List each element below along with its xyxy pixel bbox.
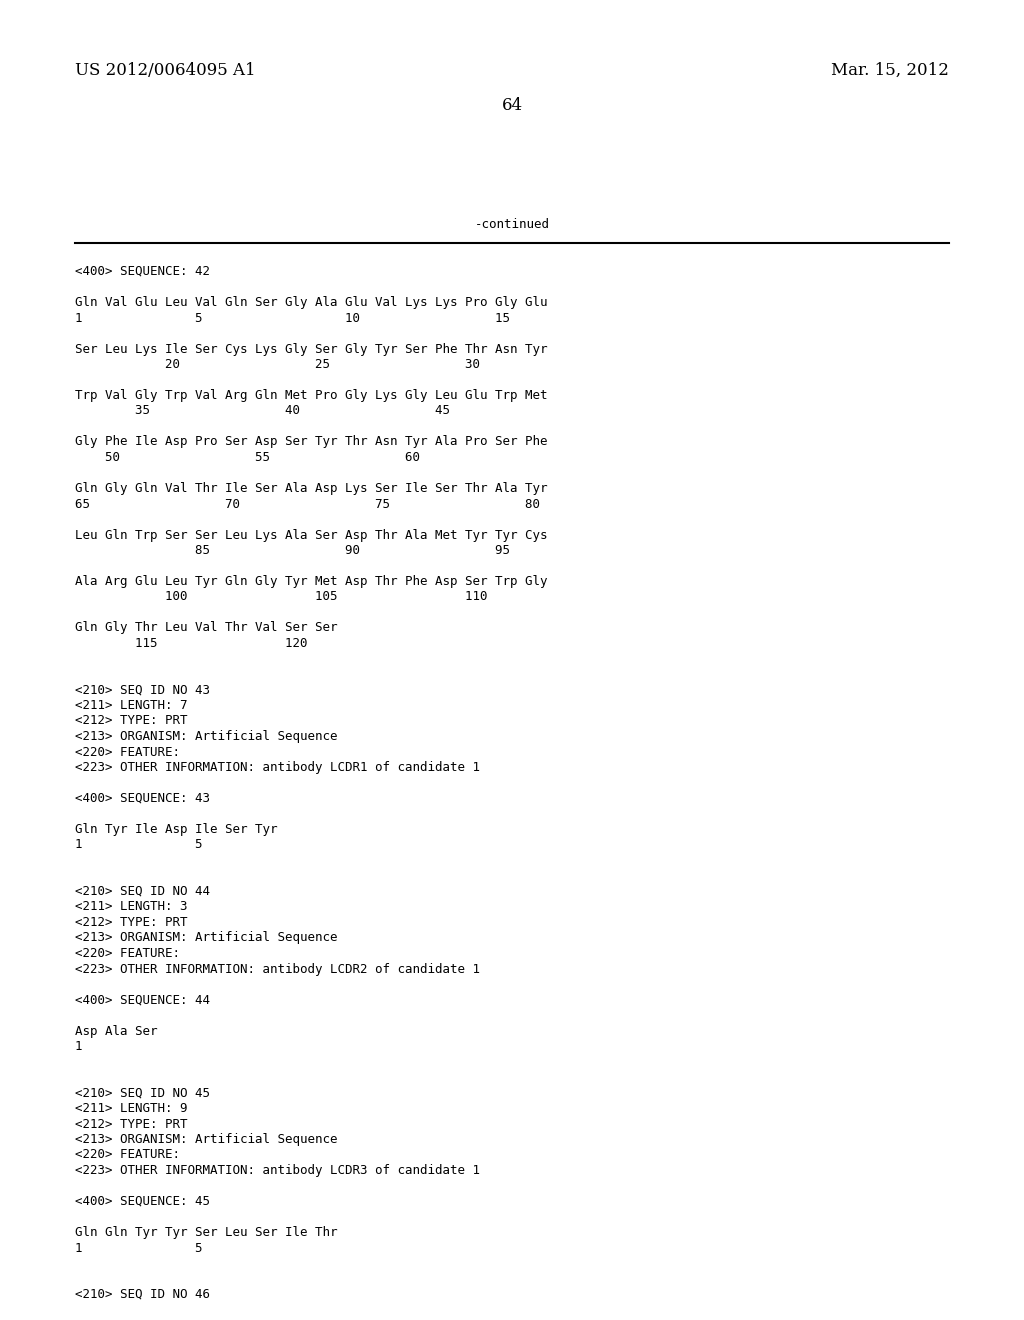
Text: <211> LENGTH: 7: <211> LENGTH: 7	[75, 700, 187, 711]
Text: <223> OTHER INFORMATION: antibody LCDR2 of candidate 1: <223> OTHER INFORMATION: antibody LCDR2 …	[75, 962, 480, 975]
Text: 1               5                   10                  15: 1 5 10 15	[75, 312, 510, 325]
Text: -continued: -continued	[474, 218, 550, 231]
Text: <400> SEQUENCE: 44: <400> SEQUENCE: 44	[75, 994, 210, 1006]
Text: <211> LENGTH: 3: <211> LENGTH: 3	[75, 900, 187, 913]
Text: 85                  90                  95: 85 90 95	[75, 544, 510, 557]
Text: Gly Phe Ile Asp Pro Ser Asp Ser Tyr Thr Asn Tyr Ala Pro Ser Phe: Gly Phe Ile Asp Pro Ser Asp Ser Tyr Thr …	[75, 436, 548, 449]
Text: Trp Val Gly Trp Val Arg Gln Met Pro Gly Lys Gly Leu Glu Trp Met: Trp Val Gly Trp Val Arg Gln Met Pro Gly …	[75, 389, 548, 403]
Text: <213> ORGANISM: Artificial Sequence: <213> ORGANISM: Artificial Sequence	[75, 932, 338, 945]
Text: 20                  25                  30: 20 25 30	[75, 358, 480, 371]
Text: <400> SEQUENCE: 42: <400> SEQUENCE: 42	[75, 265, 210, 279]
Text: <212> TYPE: PRT: <212> TYPE: PRT	[75, 714, 187, 727]
Text: US 2012/0064095 A1: US 2012/0064095 A1	[75, 62, 256, 79]
Text: <220> FEATURE:: <220> FEATURE:	[75, 946, 180, 960]
Text: <211> LENGTH: 9: <211> LENGTH: 9	[75, 1102, 187, 1115]
Text: <223> OTHER INFORMATION: antibody LCDR1 of candidate 1: <223> OTHER INFORMATION: antibody LCDR1 …	[75, 762, 480, 774]
Text: <212> TYPE: PRT: <212> TYPE: PRT	[75, 916, 187, 929]
Text: <212> TYPE: PRT: <212> TYPE: PRT	[75, 1118, 187, 1130]
Text: Asp Ala Ser: Asp Ala Ser	[75, 1024, 158, 1038]
Text: <213> ORGANISM: Artificial Sequence: <213> ORGANISM: Artificial Sequence	[75, 1133, 338, 1146]
Text: <400> SEQUENCE: 43: <400> SEQUENCE: 43	[75, 792, 210, 805]
Text: 35                  40                  45: 35 40 45	[75, 404, 450, 417]
Text: 115                 120: 115 120	[75, 638, 307, 649]
Text: <210> SEQ ID NO 43: <210> SEQ ID NO 43	[75, 684, 210, 697]
Text: 1               5: 1 5	[75, 1242, 203, 1254]
Text: Gln Gln Tyr Tyr Ser Leu Ser Ile Thr: Gln Gln Tyr Tyr Ser Leu Ser Ile Thr	[75, 1226, 338, 1239]
Text: 50                  55                  60: 50 55 60	[75, 451, 420, 465]
Text: <400> SEQUENCE: 45: <400> SEQUENCE: 45	[75, 1195, 210, 1208]
Text: 65                  70                  75                  80: 65 70 75 80	[75, 498, 540, 511]
Text: Ser Leu Lys Ile Ser Cys Lys Gly Ser Gly Tyr Ser Phe Thr Asn Tyr: Ser Leu Lys Ile Ser Cys Lys Gly Ser Gly …	[75, 342, 548, 355]
Text: 100                 105                 110: 100 105 110	[75, 590, 487, 603]
Text: <223> OTHER INFORMATION: antibody LCDR3 of candidate 1: <223> OTHER INFORMATION: antibody LCDR3 …	[75, 1164, 480, 1177]
Text: <220> FEATURE:: <220> FEATURE:	[75, 1148, 180, 1162]
Text: 1               5: 1 5	[75, 838, 203, 851]
Text: <220> FEATURE:: <220> FEATURE:	[75, 746, 180, 759]
Text: Gln Val Glu Leu Val Gln Ser Gly Ala Glu Val Lys Lys Pro Gly Glu: Gln Val Glu Leu Val Gln Ser Gly Ala Glu …	[75, 296, 548, 309]
Text: Gln Gly Gln Val Thr Ile Ser Ala Asp Lys Ser Ile Ser Thr Ala Tyr: Gln Gly Gln Val Thr Ile Ser Ala Asp Lys …	[75, 482, 548, 495]
Text: 1: 1	[75, 1040, 83, 1053]
Text: 64: 64	[502, 96, 522, 114]
Text: Mar. 15, 2012: Mar. 15, 2012	[831, 62, 949, 79]
Text: Leu Gln Trp Ser Ser Leu Lys Ala Ser Asp Thr Ala Met Tyr Tyr Cys: Leu Gln Trp Ser Ser Leu Lys Ala Ser Asp …	[75, 528, 548, 541]
Text: <210> SEQ ID NO 44: <210> SEQ ID NO 44	[75, 884, 210, 898]
Text: Ala Arg Glu Leu Tyr Gln Gly Tyr Met Asp Thr Phe Asp Ser Trp Gly: Ala Arg Glu Leu Tyr Gln Gly Tyr Met Asp …	[75, 576, 548, 587]
Text: <213> ORGANISM: Artificial Sequence: <213> ORGANISM: Artificial Sequence	[75, 730, 338, 743]
Text: Gln Gly Thr Leu Val Thr Val Ser Ser: Gln Gly Thr Leu Val Thr Val Ser Ser	[75, 622, 338, 635]
Text: Gln Tyr Ile Asp Ile Ser Tyr: Gln Tyr Ile Asp Ile Ser Tyr	[75, 822, 278, 836]
Text: <210> SEQ ID NO 46: <210> SEQ ID NO 46	[75, 1288, 210, 1302]
Text: <210> SEQ ID NO 45: <210> SEQ ID NO 45	[75, 1086, 210, 1100]
